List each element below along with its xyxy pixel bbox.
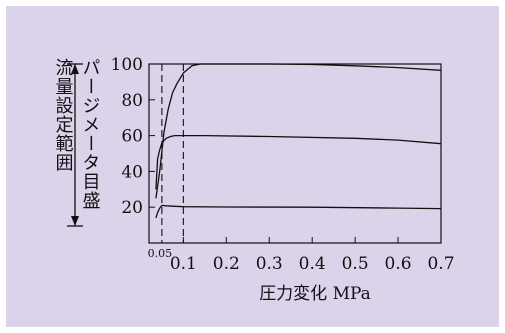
x-minor-tick-label: 0.05	[148, 247, 173, 260]
y-range-bracket	[67, 63, 83, 227]
x-tick-label: 0.3	[256, 254, 283, 274]
x-tick-label: 0.7	[427, 254, 454, 274]
y-tick-label: 80	[121, 91, 143, 111]
x-tick-label: 0.2	[213, 254, 240, 274]
series-line-2	[155, 204, 442, 219]
y-tick-label: 100	[111, 55, 143, 75]
series-line-1	[155, 134, 442, 190]
y-axis-title-line-2: パージメータ目盛	[80, 58, 101, 210]
plot-frame	[148, 63, 442, 244]
x-tick-label: 0.1	[170, 254, 197, 274]
y-tick-label: 40	[121, 162, 143, 182]
x-axis-title: 圧力変化 MPa	[259, 284, 371, 304]
x-tick-label: 0.5	[342, 254, 369, 274]
x-tick-label: 0.6	[385, 254, 412, 274]
x-tick-label: 0.4	[299, 254, 326, 274]
y-axis-title-line-1: 流量設定範囲	[53, 58, 74, 172]
chart-background	[6, 6, 499, 327]
series-line-0	[155, 63, 442, 199]
y-tick-label: 60	[121, 127, 143, 147]
y-tick-label: 20	[121, 198, 143, 218]
